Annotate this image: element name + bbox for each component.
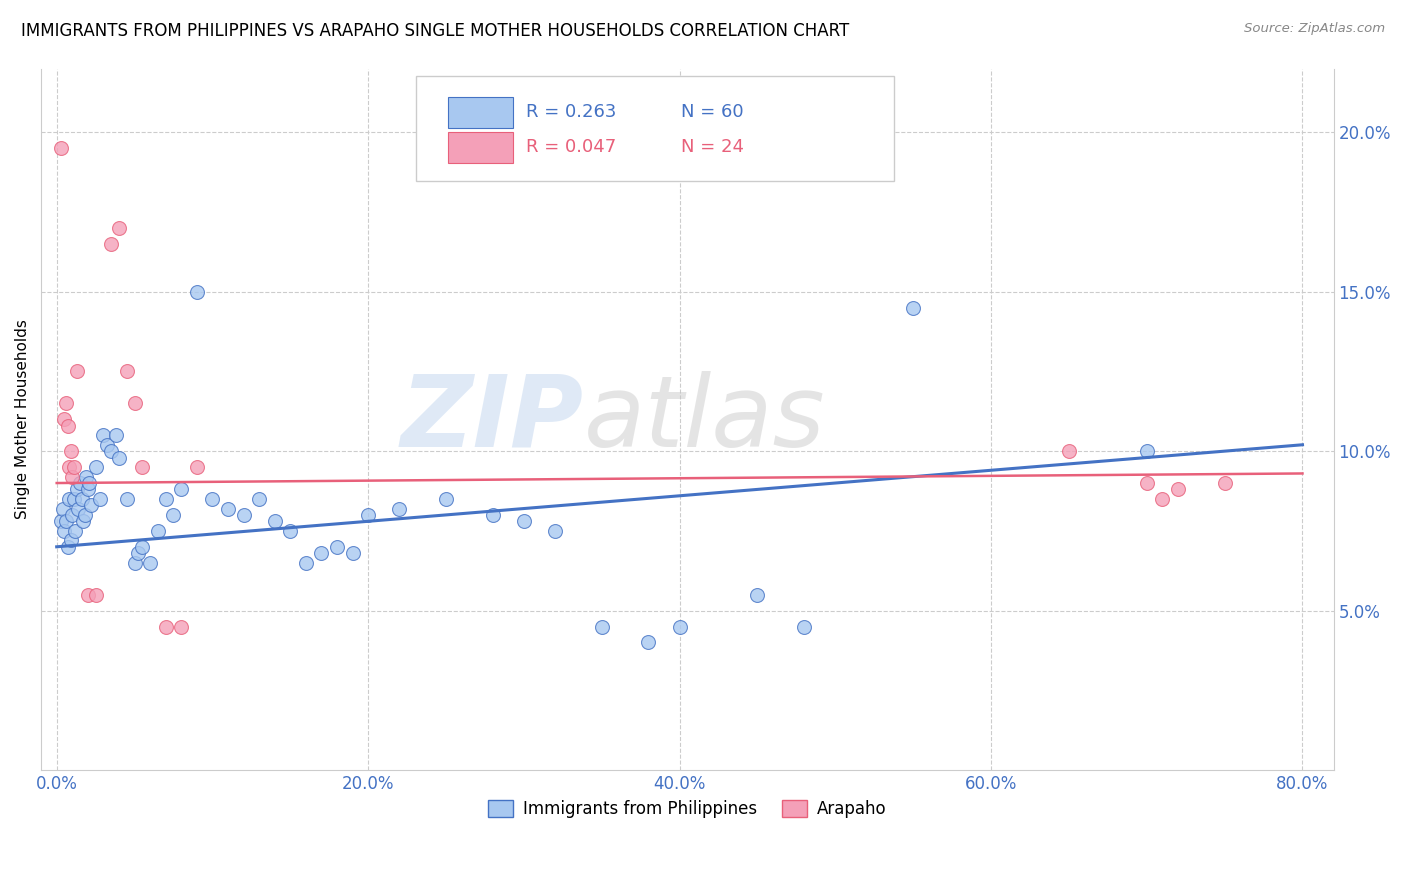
Point <box>232 508 254 522</box>
Point <box>170 619 193 633</box>
Point <box>56 540 79 554</box>
Point <box>58 460 80 475</box>
Point <box>100 236 122 251</box>
Point <box>162 508 184 522</box>
Point <box>591 619 613 633</box>
Point <box>201 491 224 506</box>
Point <box>747 588 769 602</box>
FancyBboxPatch shape <box>416 76 894 181</box>
Point <box>326 540 349 554</box>
Point <box>115 364 138 378</box>
Point <box>96 438 118 452</box>
Point <box>1167 483 1189 497</box>
Point <box>108 221 131 235</box>
FancyBboxPatch shape <box>449 96 513 128</box>
Point <box>155 619 177 633</box>
Point <box>80 499 103 513</box>
Point <box>53 524 76 538</box>
Point <box>84 588 107 602</box>
Point <box>59 444 82 458</box>
Point <box>62 491 84 506</box>
Point <box>62 460 84 475</box>
Point <box>155 491 177 506</box>
Point <box>76 483 98 497</box>
Point <box>1213 476 1236 491</box>
Text: IMMIGRANTS FROM PHILIPPINES VS ARAPAHO SINGLE MOTHER HOUSEHOLDS CORRELATION CHAR: IMMIGRANTS FROM PHILIPPINES VS ARAPAHO S… <box>21 22 849 40</box>
Point <box>278 524 301 538</box>
Point <box>69 476 91 491</box>
Point <box>637 635 659 649</box>
Point <box>70 491 93 506</box>
Point <box>217 501 239 516</box>
Text: ZIP: ZIP <box>401 371 583 467</box>
Point <box>1152 491 1174 506</box>
Point <box>481 508 503 522</box>
Point <box>357 508 380 522</box>
Point <box>146 524 169 538</box>
Point <box>60 469 83 483</box>
Point <box>66 364 89 378</box>
Point <box>186 285 208 299</box>
Point <box>108 450 131 465</box>
Point <box>434 491 457 506</box>
Point <box>342 546 364 560</box>
Point <box>247 491 270 506</box>
Point <box>544 524 567 538</box>
Point <box>67 501 90 516</box>
Point <box>59 533 82 548</box>
Point <box>139 556 162 570</box>
FancyBboxPatch shape <box>449 132 513 163</box>
Text: Source: ZipAtlas.com: Source: ZipAtlas.com <box>1244 22 1385 36</box>
Point <box>104 428 127 442</box>
Text: R = 0.047: R = 0.047 <box>526 138 616 156</box>
Point <box>51 141 73 155</box>
Point <box>263 514 285 528</box>
Point <box>89 491 111 506</box>
Point <box>901 301 924 315</box>
Point <box>75 469 97 483</box>
Point <box>311 546 333 560</box>
Point <box>793 619 815 633</box>
Text: atlas: atlas <box>583 371 825 467</box>
Y-axis label: Single Mother Households: Single Mother Households <box>15 319 30 519</box>
Point <box>56 418 79 433</box>
Point <box>127 546 149 560</box>
Point <box>52 501 75 516</box>
Point <box>73 508 96 522</box>
Text: N = 60: N = 60 <box>681 103 744 121</box>
Text: N = 24: N = 24 <box>681 138 744 156</box>
Point <box>58 491 80 506</box>
Point <box>124 556 146 570</box>
Point <box>60 508 83 522</box>
Point <box>186 460 208 475</box>
Point <box>115 491 138 506</box>
Point <box>131 460 153 475</box>
Point <box>93 428 115 442</box>
Point <box>53 412 76 426</box>
Point <box>513 514 536 528</box>
Point <box>131 540 153 554</box>
Point <box>76 588 98 602</box>
Text: R = 0.263: R = 0.263 <box>526 103 616 121</box>
Point <box>55 514 77 528</box>
Point <box>1136 476 1159 491</box>
Point <box>668 619 690 633</box>
Point <box>66 483 89 497</box>
Legend: Immigrants from Philippines, Arapaho: Immigrants from Philippines, Arapaho <box>481 793 893 825</box>
Point <box>51 514 73 528</box>
Point <box>65 524 87 538</box>
Point <box>72 514 94 528</box>
Point <box>388 501 411 516</box>
Point <box>170 483 193 497</box>
Point <box>79 476 101 491</box>
Point <box>124 396 146 410</box>
Point <box>100 444 122 458</box>
Point <box>295 556 318 570</box>
Point <box>55 396 77 410</box>
Point <box>1057 444 1080 458</box>
Point <box>84 460 107 475</box>
Point <box>1136 444 1159 458</box>
